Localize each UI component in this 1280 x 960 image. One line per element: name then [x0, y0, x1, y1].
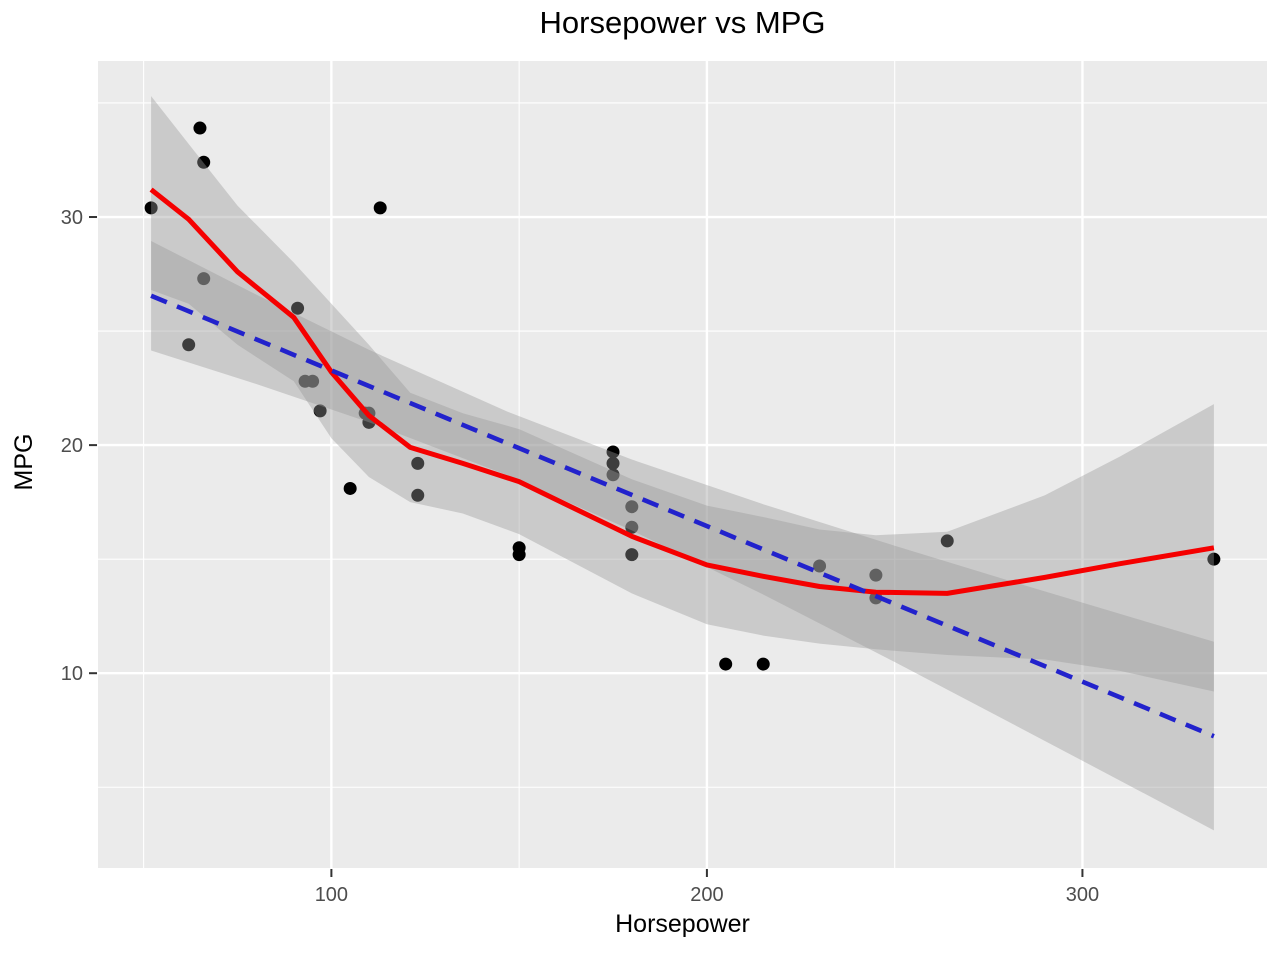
x-tick-label: 300 [1066, 884, 1099, 906]
data-point [869, 568, 883, 582]
data-point [813, 559, 827, 573]
data-point [373, 201, 387, 215]
panel-background [98, 61, 1267, 868]
data-point [197, 155, 211, 169]
y-tick-label: 30 [61, 207, 83, 229]
linear-fit-line [150, 293, 1215, 739]
loess-smooth-line [149, 187, 1215, 596]
x-tick-label: 200 [690, 884, 723, 906]
data-point [719, 657, 733, 671]
x-tick-label: 100 [315, 884, 348, 906]
data-point [606, 456, 620, 470]
plot-title: Horsepower vs MPG [539, 5, 826, 40]
data-point [1207, 552, 1221, 566]
data-point [313, 404, 327, 418]
data-point [411, 488, 425, 502]
data-point [625, 520, 639, 534]
data-point [197, 272, 211, 286]
data-point [625, 548, 639, 562]
data-point [193, 121, 207, 135]
data-point [306, 374, 320, 388]
lm-ci-ribbon [151, 241, 1214, 831]
data-point [606, 445, 620, 459]
data-point [291, 301, 305, 315]
data-point [756, 657, 770, 671]
y-tick-label: 10 [61, 663, 83, 685]
data-point [144, 201, 158, 215]
data-point [940, 534, 954, 548]
y-axis-title: MPG [10, 433, 38, 491]
data-point [411, 456, 425, 470]
data-point [182, 338, 196, 352]
data-point [606, 468, 620, 482]
loess-ci-ribbon [151, 96, 1214, 692]
data-point [512, 548, 526, 562]
data-point [343, 481, 357, 495]
data-point [625, 500, 639, 514]
x-axis-title: Horsepower [615, 910, 750, 938]
y-tick-label: 20 [61, 435, 83, 457]
